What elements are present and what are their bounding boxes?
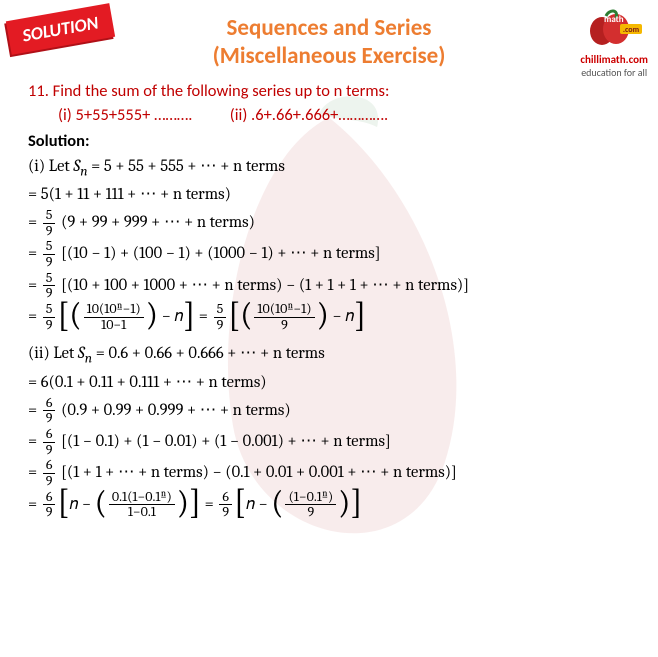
bracket-left: [ xyxy=(228,302,240,329)
sol-i-line5: = 59 [(10 + 100 + 1000 + ⋯ + n terms) − … xyxy=(28,271,638,301)
sol-i-line6: = 59[(10(10ⁿ−1)10−1) − 𝑛] = 59[(10(10ⁿ−1… xyxy=(28,302,638,332)
denominator: 9 xyxy=(214,318,227,333)
text: [(1 − 0.1) + (1 − 0.01) + (1 − 0.001) + … xyxy=(57,432,390,451)
content-area: 11. Find the sum of the following series… xyxy=(0,70,658,520)
text: − 𝑛 xyxy=(329,307,354,326)
solution-banner-text: SOLUTION xyxy=(21,12,100,47)
text: 𝑛 − xyxy=(69,495,94,514)
denominator: 10−1 xyxy=(84,318,144,333)
chilli-icon: .com math xyxy=(584,6,644,50)
question-part-ii: (ii) .6+.66+.666+…………. xyxy=(230,105,388,125)
sol-i-line1: (i) Let Sn = 5 + 55 + 555 + ⋯ + n terms xyxy=(28,155,638,182)
sol-ii-line2: = 6(0.1 + 0.11 + 0.111 + ⋯ + n terms) xyxy=(28,371,638,395)
bracket-right: ] xyxy=(183,302,195,329)
text: = xyxy=(28,276,41,295)
paren-right: ) xyxy=(338,490,350,516)
text: 𝑛 − xyxy=(246,495,271,514)
text: (i) Let xyxy=(28,157,73,176)
text: [(1 + 1 + ⋯ + n terms) − (0.1 + 0.01 + 0… xyxy=(57,463,456,482)
paren-left: ( xyxy=(240,302,252,328)
text: = xyxy=(28,244,41,263)
text: = xyxy=(28,213,41,232)
denominator: 9 xyxy=(43,224,56,239)
fraction: 59 xyxy=(43,302,56,332)
denominator: 9 xyxy=(43,443,56,458)
fraction: 69 xyxy=(43,427,56,457)
fraction: 69 xyxy=(219,490,232,520)
text: [(10 − 1) + (100 − 1) + (1000 − 1) + ⋯ +… xyxy=(57,244,380,263)
fraction: 69 xyxy=(43,490,56,520)
text: (9 + 99 + 999 + ⋯ + n terms) xyxy=(57,213,254,232)
sol-i-line2: = 5(1 + 11 + 111 + ⋯ + n terms) xyxy=(28,183,638,207)
sol-ii-line5: = 69 [(1 + 1 + ⋯ + n terms) − (0.1 + 0.0… xyxy=(28,458,638,488)
fraction: 69 xyxy=(43,396,56,426)
text: = xyxy=(28,463,41,482)
fraction: (1−0.1ⁿ)9 xyxy=(285,490,336,520)
fraction: 59 xyxy=(43,271,56,301)
denominator: 9 xyxy=(43,474,56,489)
text: (0.9 + 0.99 + 0.999 + ⋯ + n terms) xyxy=(57,401,290,420)
fraction: 59 xyxy=(43,208,56,238)
sol-ii-line6: = 69[𝑛 − (0.1(1−0.1ⁿ)1−0.1)] = 69[𝑛 − ((… xyxy=(28,490,638,520)
bracket-right: ] xyxy=(350,489,362,516)
logo-tagline: education for all xyxy=(580,66,648,79)
question-part-i: (i) 5+55+555+ ………. xyxy=(58,105,192,125)
question-prompt: Find the sum of the following series up … xyxy=(53,81,390,101)
sub-n: n xyxy=(80,164,87,179)
denominator: 9 xyxy=(285,505,336,520)
bracket-left: [ xyxy=(57,302,69,329)
question-block: 11. Find the sum of the following series… xyxy=(28,80,638,128)
paren-right: ) xyxy=(317,302,329,328)
text: = 0.6 + 0.66 + 0.666 + ⋯ + n terms xyxy=(92,344,325,363)
text: = 5 + 55 + 555 + ⋯ + n terms xyxy=(88,157,285,176)
text: = xyxy=(28,432,41,451)
denominator: 9 xyxy=(43,505,56,520)
bracket-left: [ xyxy=(57,489,69,516)
denominator: 9 xyxy=(254,318,314,333)
title-line-2: (Miscellaneous Exercise) xyxy=(0,42,658,70)
fraction: 69 xyxy=(43,458,56,488)
fraction: 59 xyxy=(43,239,56,269)
fraction: 59 xyxy=(214,302,227,332)
denominator: 9 xyxy=(43,286,56,301)
text: [(10 + 100 + 1000 + ⋯ + n terms) − (1 + … xyxy=(57,276,469,295)
bracket-right: ] xyxy=(354,302,366,329)
eq: = xyxy=(201,495,217,514)
svg-text:.com: .com xyxy=(623,25,640,35)
denominator: 9 xyxy=(43,411,56,426)
text: (ii) Let xyxy=(28,344,78,363)
logo-brand: chillimath.com xyxy=(580,53,648,66)
paren-right: ) xyxy=(146,302,158,328)
text: = xyxy=(28,495,41,514)
svg-text:math: math xyxy=(604,14,624,25)
paren-right: ) xyxy=(177,490,189,516)
eq: = xyxy=(195,307,211,326)
fraction: 10(10ⁿ−1)9 xyxy=(254,302,314,332)
text: − 𝑛 xyxy=(158,307,183,326)
paren-left: ( xyxy=(69,302,81,328)
paren-left: ( xyxy=(271,490,283,516)
question-number: 11. xyxy=(28,81,49,101)
sol-ii-line3: = 69 (0.9 + 0.99 + 0.999 + ⋯ + n terms) xyxy=(28,396,638,426)
denominator: 9 xyxy=(43,318,56,333)
fraction: 0.1(1−0.1ⁿ)1−0.1 xyxy=(109,490,175,520)
sol-ii-line1: (ii) Let Sn = 0.6 + 0.66 + 0.666 + ⋯ + n… xyxy=(28,342,638,369)
site-logo: .com math chillimath.com education for a… xyxy=(580,6,648,79)
bracket-left: [ xyxy=(234,489,246,516)
sol-ii-line4: = 69 [(1 − 0.1) + (1 − 0.01) + (1 − 0.00… xyxy=(28,427,638,457)
sol-i-line3: = 59 (9 + 99 + 999 + ⋯ + n terms) xyxy=(28,208,638,238)
sol-i-line4: = 59 [(10 − 1) + (100 − 1) + (1000 − 1) … xyxy=(28,239,638,269)
denominator: 1−0.1 xyxy=(109,505,175,520)
sub-n: n xyxy=(85,352,92,367)
fraction: 10(10ⁿ−1)10−1 xyxy=(84,302,144,332)
var-s: S xyxy=(78,344,85,363)
text: = xyxy=(28,307,41,326)
solution-label: Solution: xyxy=(28,130,638,154)
paren-left: ( xyxy=(95,490,107,516)
denominator: 9 xyxy=(43,255,56,270)
text: = xyxy=(28,401,41,420)
denominator: 9 xyxy=(219,505,232,520)
bracket-right: ] xyxy=(189,489,201,516)
